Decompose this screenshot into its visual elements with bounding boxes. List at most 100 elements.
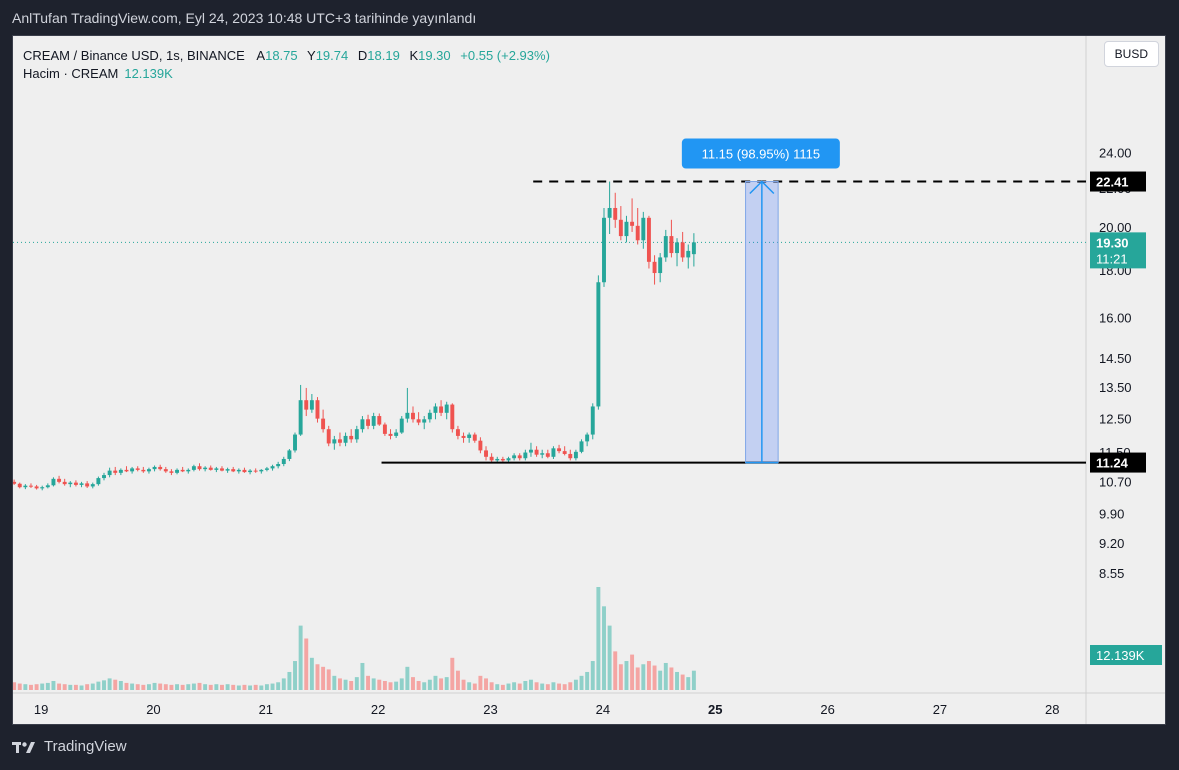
volume-bar <box>90 683 95 690</box>
measure-label-box[interactable] <box>681 138 840 169</box>
volume-bar <box>489 682 494 690</box>
ohlc-legend: CREAM / Binance USD, 1s, BINANCE A18.75 … <box>23 46 550 66</box>
volume-bar <box>118 680 123 690</box>
volume-bar <box>579 675 584 690</box>
currency-button[interactable]: BUSD <box>1103 41 1159 67</box>
volume-bar <box>68 684 73 690</box>
volume-bar <box>259 685 264 690</box>
candle-body <box>669 236 674 254</box>
candle-body <box>62 481 67 485</box>
candle-body <box>523 452 528 459</box>
candle-body <box>281 458 286 465</box>
close-label: K <box>409 48 419 63</box>
candle-body <box>242 469 247 473</box>
volume-bar <box>461 679 466 690</box>
volume-bar <box>107 678 112 690</box>
candle-body <box>585 434 590 442</box>
volume-bar <box>562 684 567 690</box>
candle-body <box>96 478 101 485</box>
volume-bar <box>523 680 528 690</box>
candle-body <box>349 435 354 440</box>
volume-bar <box>590 661 595 690</box>
candle-body <box>169 471 174 473</box>
top-level-badge: 22.41 <box>1096 175 1129 190</box>
volume-bar <box>495 684 500 690</box>
candle-body <box>321 418 326 430</box>
volume-bar <box>332 675 337 690</box>
candle-body <box>163 469 168 472</box>
candle-body <box>590 406 595 435</box>
candle-body <box>551 448 556 457</box>
candle-body <box>180 469 185 472</box>
candle-body <box>433 406 438 413</box>
volume-bar <box>624 661 629 690</box>
candle-body <box>382 424 387 434</box>
chart-canvas[interactable]: 11.15 (98.95%) 111524.0022.0020.0018.001… <box>13 36 1165 724</box>
candle-body <box>416 419 421 423</box>
candle-body <box>225 469 230 471</box>
volume-bar <box>377 679 382 690</box>
symbol-title[interactable]: CREAM / Binance USD, 1s, BINANCE <box>23 48 245 63</box>
volume-bar <box>573 679 578 690</box>
volume-badge: 12.139K <box>1096 648 1145 663</box>
price-tick-label: 9.90 <box>1099 506 1124 521</box>
volume-bar <box>45 682 50 690</box>
volume-bar <box>163 684 168 690</box>
candle-body <box>17 483 22 488</box>
candle-body <box>680 242 685 258</box>
candle-body <box>102 475 106 479</box>
volume-bar <box>197 682 202 690</box>
candle-body <box>646 217 651 262</box>
price-tick-label: 20.00 <box>1099 220 1132 235</box>
candle-body <box>624 221 629 237</box>
footer-brand: TradingView <box>12 738 127 755</box>
volume-bar <box>287 671 292 690</box>
volume-bar <box>517 683 522 690</box>
published-line: AnlTufan TradingView.com, Eyl 24, 2023 1… <box>12 10 477 26</box>
volume-bar <box>96 681 101 690</box>
volume-bar <box>186 684 191 690</box>
candle-body <box>461 435 466 438</box>
candle-body <box>686 250 691 258</box>
candle-body <box>315 400 320 419</box>
volume-bar <box>34 684 39 690</box>
footer-brand-text: TradingView <box>44 738 127 755</box>
candle-body <box>214 468 219 470</box>
change-value: +0.55 (+2.93%) <box>460 48 550 63</box>
price-tick-label: 8.55 <box>1099 566 1124 581</box>
volume-bar <box>248 685 253 690</box>
time-tick-label: 25 <box>708 702 722 717</box>
high-value: 19.74 <box>315 48 349 63</box>
price-tick-label: 13.50 <box>1099 380 1132 395</box>
volume-bar <box>208 684 213 690</box>
volume-bar <box>467 682 472 690</box>
volume-label: Hacim · CREAM <box>23 66 119 81</box>
volume-bar <box>388 682 393 690</box>
candle-body <box>489 456 494 461</box>
candle-body <box>472 434 477 441</box>
candle-body <box>326 429 331 444</box>
candle-body <box>613 207 618 220</box>
volume-bar <box>158 683 163 690</box>
volume-bar <box>102 680 106 690</box>
volume-bar <box>585 671 590 690</box>
volume-bar <box>309 657 314 690</box>
candle-body <box>51 478 56 486</box>
volume-bar <box>680 674 685 690</box>
volume-bar <box>293 661 297 690</box>
candle-body <box>405 412 410 419</box>
candle-body <box>618 219 623 237</box>
volume-bar <box>130 683 135 690</box>
volume-bar <box>427 679 432 690</box>
candle-body <box>231 469 236 472</box>
volume-bar <box>663 662 668 690</box>
time-tick-label: 28 <box>1045 702 1059 717</box>
chart-panel[interactable]: 11.15 (98.95%) 111524.0022.0020.0018.001… <box>12 35 1166 725</box>
candle-body <box>124 469 129 472</box>
volume-bar <box>349 680 354 690</box>
volume-bar <box>337 678 342 690</box>
candle-body <box>545 453 550 457</box>
volume-value: 12.139K <box>124 66 173 81</box>
candle-body <box>197 466 202 470</box>
candle-body <box>635 225 640 241</box>
